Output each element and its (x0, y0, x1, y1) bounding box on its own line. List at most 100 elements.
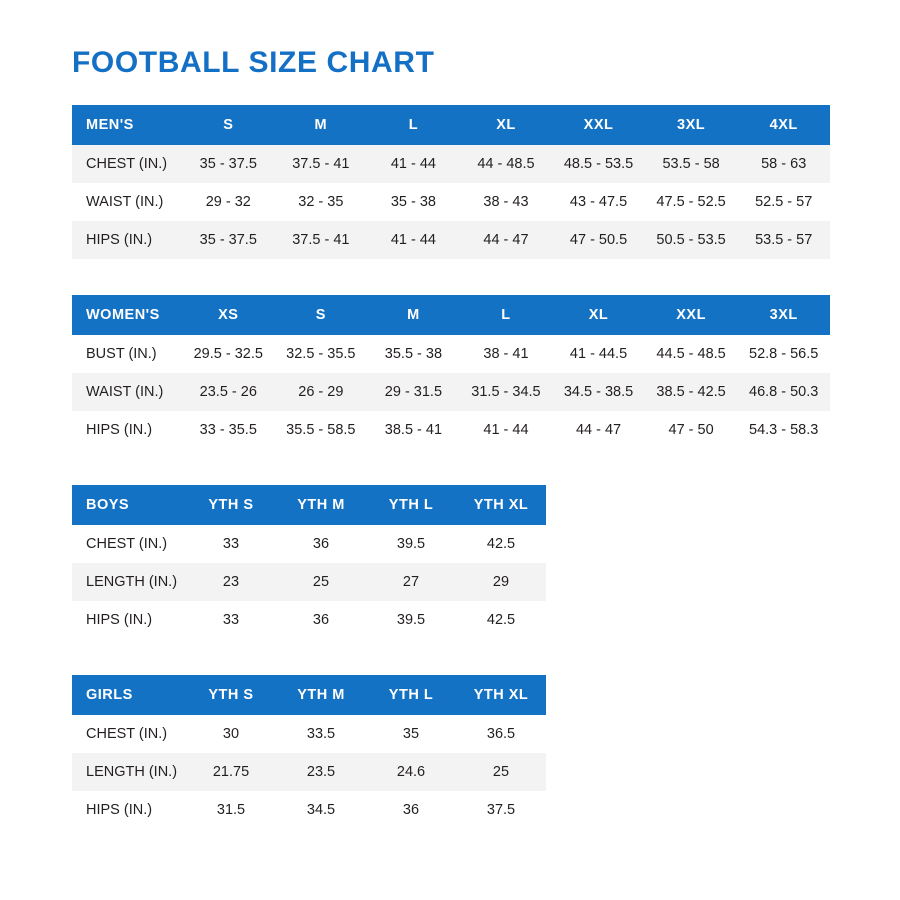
page-title: FOOTBALL SIZE CHART (72, 46, 435, 79)
size-column-header: YTH M (297, 497, 345, 513)
table-row: WAIST (IN.) 23.5 - 26 26 - 29 29 - 31.5 31.5… (72, 373, 830, 411)
measurement-value: 47 - 50 (668, 422, 714, 438)
measurement-label: CHEST (IN.) (86, 156, 168, 172)
measurement-label: BUST (IN.) (86, 346, 157, 362)
measurement-value: 39.5 (396, 536, 426, 552)
measurement-value: 44 - 47 (575, 422, 622, 438)
measurement-value: 23.5 - 26 (199, 384, 257, 400)
measurement-value: 46.8 - 50.3 (749, 384, 819, 400)
measurement-value: 47 - 50.5 (569, 232, 628, 248)
measurement-value: 34.5 (306, 802, 336, 818)
measurement-value: 35.5 - 58.5 (286, 422, 356, 438)
measurement-value: 44 - 47 (483, 232, 529, 248)
measurement-value: 39.5 (396, 612, 426, 628)
measurement-value: 33 (222, 612, 240, 628)
size-column-header: M (407, 307, 420, 323)
measurement-value: 21.75 (212, 764, 250, 780)
measurement-value: 41 - 44.5 (569, 346, 628, 362)
measurement-value: 53.5 - 58 (662, 156, 720, 172)
size-column-header: L (501, 307, 511, 323)
measurement-value: 44 - 48.5 (477, 156, 535, 172)
measurement-value: 42.5 (486, 536, 516, 552)
measurement-label: HIPS (IN.) (86, 802, 153, 818)
measurement-value: 52.8 - 56.5 (749, 346, 819, 362)
measurement-value: 24.6 (396, 764, 426, 780)
table-row: CHEST (IN.) 30 33.5 35 36.5 (72, 715, 546, 753)
measurement-label: LENGTH (IN.) (86, 574, 178, 590)
table-header-row: BOYS YTH S YTH M YTH L YTH XL (72, 485, 546, 525)
table-row: WAIST (IN.) 29 - 32 32 - 35 35 - 38 38 - 43 4… (72, 183, 830, 221)
size-column-header: YTH S (208, 497, 254, 513)
measurement-value: 41 - 44 (390, 156, 436, 172)
size-tables-container: MEN'S S M L XL XXL 3XL 4XL CHEST (IN.) 35 - 37.5 3… (72, 105, 830, 829)
measurement-value: 41 - 44 (390, 232, 436, 248)
measurement-value: 32 - 35 (298, 194, 344, 210)
measurement-value: 44.5 - 48.5 (656, 346, 726, 362)
measurement-value: 33 - 35.5 (199, 422, 257, 438)
size-column-header: S (223, 117, 234, 133)
measurement-value: 30 (222, 726, 240, 742)
measurement-value: 36 (402, 802, 420, 818)
size-table-mens: MEN'S S M L XL XXL 3XL 4XL CHEST (IN.) 35 - 37.5 3… (72, 105, 830, 259)
measurement-value: 27 (402, 574, 420, 590)
table-row: CHEST (IN.) 35 - 37.5 37.5 - 41 41 - 44 44 -… (72, 145, 830, 183)
table-header-row: WOMEN'S XS S M L XL XXL 3XL (72, 295, 830, 335)
measurement-value: 29.5 - 32.5 (193, 346, 263, 362)
measurement-value: 50.5 - 53.5 (656, 232, 726, 248)
size-column-header: L (408, 117, 419, 133)
measurement-value: 38 - 41 (483, 346, 529, 362)
measurement-value: 35 - 37.5 (199, 232, 257, 248)
size-column-header: YTH S (208, 687, 254, 703)
measurement-value: 53.5 - 57 (755, 232, 813, 248)
measurement-value: 38.5 - 41 (384, 422, 443, 438)
measurement-value: 26 - 29 (298, 384, 344, 400)
measurement-value: 23.5 (306, 764, 336, 780)
measurement-value: 31.5 (216, 802, 246, 818)
size-table-girls: GIRLS YTH S YTH M YTH L YTH XL CHEST (IN.) 30 3… (72, 675, 546, 829)
measurement-label: LENGTH (IN.) (86, 764, 178, 780)
size-column-header: S (315, 307, 326, 323)
table-row: HIPS (IN.) 33 - 35.5 35.5 - 58.5 38.5 - 41 4… (72, 411, 830, 449)
size-column-header: XL (496, 117, 516, 133)
measurement-value: 42.5 (486, 612, 516, 628)
measurement-value: 58 - 63 (761, 156, 807, 172)
table-row: LENGTH (IN.) 21.75 23.5 24.6 25 (72, 753, 546, 791)
measurement-value: 36 (312, 536, 330, 552)
measurement-value: 32.5 - 35.5 (286, 346, 356, 362)
table-title-cell: MEN'S (86, 117, 134, 133)
table-row: BUST (IN.) 29.5 - 32.5 32.5 - 35.5 35.5 - 3… (72, 335, 830, 373)
measurement-label: WAIST (IN.) (86, 194, 164, 210)
table-title-cell: GIRLS (86, 687, 133, 703)
table-row: HIPS (IN.) 33 36 39.5 42.5 (72, 601, 546, 639)
size-column-header: 4XL (769, 117, 798, 133)
measurement-value: 35 - 37.5 (199, 156, 257, 172)
table-row: CHEST (IN.) 33 36 39.5 42.5 (72, 525, 546, 563)
measurement-value: 25 (492, 764, 510, 780)
size-column-header: YTH XL (473, 687, 529, 703)
measurement-value: 29 - 31.5 (384, 384, 443, 400)
size-column-header: XS (218, 307, 239, 323)
table-row: HIPS (IN.) 35 - 37.5 37.5 - 41 41 - 44 44 - … (72, 221, 830, 259)
measurement-value: 41 - 44 (483, 422, 529, 438)
measurement-label: HIPS (IN.) (86, 612, 153, 628)
measurement-value: 29 (492, 574, 510, 590)
measurement-value: 38.5 - 42.5 (656, 384, 726, 400)
measurement-label: HIPS (IN.) (86, 232, 153, 248)
measurement-value: 36 (312, 612, 330, 628)
table-header-row: MEN'S S M L XL XXL 3XL 4XL (72, 105, 830, 145)
measurement-value: 29 - 32 (205, 194, 251, 210)
size-column-header: YTH M (297, 687, 345, 703)
measurement-value: 43 - 47.5 (569, 194, 628, 210)
measurement-value: 47.5 - 52.5 (656, 194, 726, 210)
size-column-header: XXL (583, 117, 614, 133)
measurement-label: CHEST (IN.) (86, 726, 168, 742)
measurement-value: 33.5 (306, 726, 336, 742)
size-column-header: YTH L (388, 687, 434, 703)
measurement-label: WAIST (IN.) (86, 384, 164, 400)
table-title-cell: WOMEN'S (86, 307, 160, 323)
size-column-header: XL (588, 307, 609, 323)
table-row: LENGTH (IN.) 23 25 27 29 (72, 563, 546, 601)
table-title-cell: BOYS (86, 497, 130, 513)
measurement-value: 36.5 (486, 726, 516, 742)
